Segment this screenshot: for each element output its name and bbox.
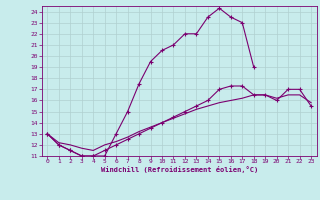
X-axis label: Windchill (Refroidissement éolien,°C): Windchill (Refroidissement éolien,°C): [100, 166, 258, 173]
